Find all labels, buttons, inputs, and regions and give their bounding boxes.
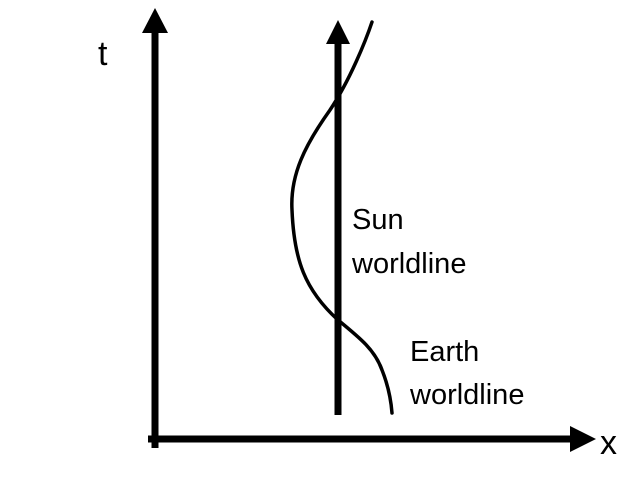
space-axis-label: x: [600, 424, 617, 462]
earth-worldline-label-line1: Earth: [410, 336, 480, 368]
sun-worldline-label-line2: worldline: [352, 248, 467, 280]
sun-worldline-arrowhead: [326, 20, 350, 44]
sun-worldline-label-line1: Sun: [352, 204, 404, 236]
time-axis-label: t: [98, 35, 108, 73]
space-axis-arrowhead: [570, 426, 596, 452]
time-axis-arrowhead: [142, 8, 168, 33]
earth-worldline-label-line2: worldline: [410, 379, 525, 411]
earth-worldline: [290, 20, 394, 415]
